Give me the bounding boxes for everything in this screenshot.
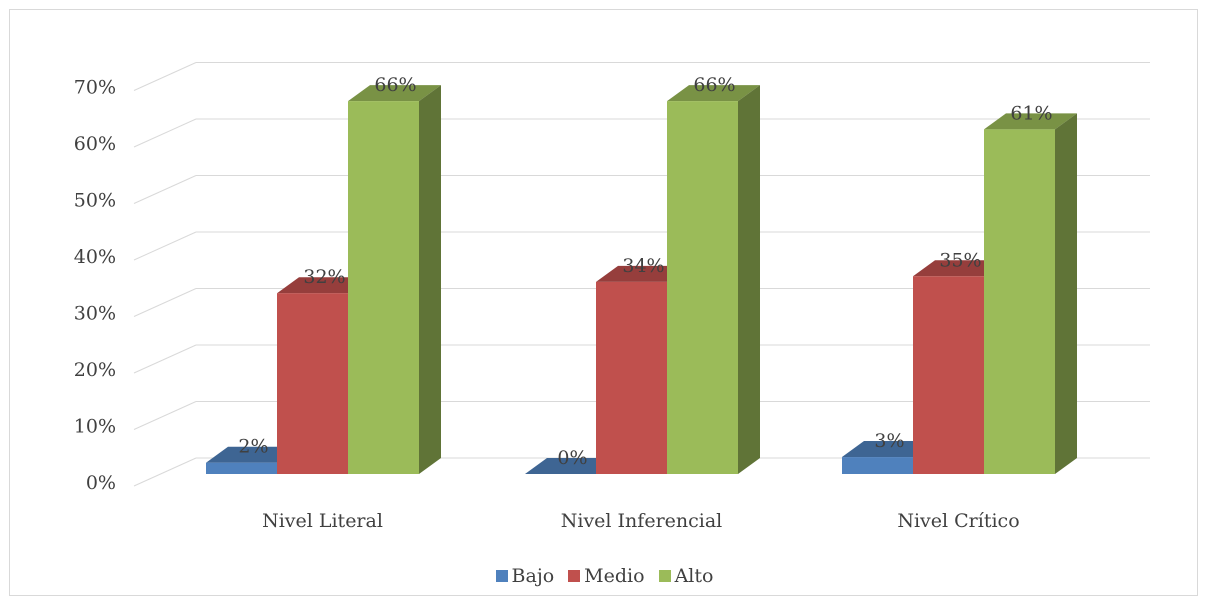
bar-top-alto	[984, 113, 1077, 130]
bar-medio	[277, 293, 348, 474]
legend: Bajo Medio Alto	[0, 565, 1209, 587]
legend-item-bajo: Bajo	[495, 565, 555, 587]
bar-marks	[206, 85, 1077, 474]
data-label: 0%	[557, 447, 587, 469]
legend-item-alto: Alto	[658, 565, 714, 587]
gridline-diagonal	[133, 118, 197, 148]
legend-swatch-medio	[568, 570, 581, 582]
bar-alto	[667, 101, 738, 474]
bar-alto	[348, 101, 419, 474]
bar-alto	[984, 129, 1055, 474]
gridline-diagonal	[133, 62, 197, 91]
data-label: 2%	[238, 436, 268, 458]
bar-top-bajo	[842, 441, 935, 458]
legend-label-medio: Medio	[584, 565, 645, 587]
category-labels: Nivel Literal Nivel Inferencial Nivel Crít…	[262, 510, 1020, 532]
bar-medio	[596, 281, 667, 474]
data-label: 3%	[874, 430, 904, 452]
bar-top-medio	[277, 277, 370, 294]
y-axis-ticks: 0% 10% 20% 30% 40% 50% 60% 70%	[74, 77, 116, 495]
gridline-diagonal	[133, 288, 197, 317]
y-tick-label: 60%	[74, 133, 116, 155]
legend-label-bajo: Bajo	[511, 565, 555, 587]
bar-top-bajo	[525, 458, 618, 474]
bar-medio	[913, 276, 984, 474]
bar-bajo	[842, 457, 913, 474]
bar-top-medio	[596, 265, 689, 282]
legend-item-medio: Medio	[568, 565, 645, 587]
y-tick-label: 40%	[74, 246, 116, 268]
category-label: Nivel Crítico	[897, 510, 1019, 532]
y-tick-label: 10%	[74, 416, 116, 438]
legend-label-alto: Alto	[674, 565, 714, 587]
category-label: Nivel Literal	[262, 510, 383, 532]
legend-swatch-alto	[658, 570, 671, 582]
data-label: 32%	[303, 266, 345, 288]
gridline-diagonal	[133, 231, 197, 261]
y-tick-label: 50%	[74, 190, 116, 212]
bar-top-alto	[348, 85, 441, 102]
gridline-diagonal	[133, 401, 197, 430]
y-tick-label: 20%	[74, 359, 116, 381]
data-label: 66%	[693, 74, 735, 96]
bar-top-bajo	[206, 446, 299, 463]
bar-side-alto	[1055, 113, 1077, 474]
data-labels: 2% 32% 66% 0% 34% 66% 3% 35% 61%	[238, 74, 1052, 469]
data-label: 61%	[1010, 102, 1052, 124]
gridline-diagonal	[133, 175, 197, 204]
category-label: Nivel Inferencial	[561, 510, 723, 532]
data-label: 35%	[939, 249, 981, 271]
y-tick-label: 30%	[74, 303, 116, 325]
bar-bajo	[206, 462, 277, 474]
gridline-diagonal	[133, 457, 197, 487]
y-tick-label: 0%	[86, 472, 116, 494]
legend-swatch-bajo	[495, 570, 508, 582]
bar-side-alto	[419, 85, 441, 474]
data-label: 34%	[622, 255, 664, 277]
bar-side-alto	[738, 85, 760, 474]
bar-top-medio	[913, 260, 1006, 277]
y-tick-label: 70%	[74, 77, 116, 99]
data-label: 66%	[374, 74, 416, 96]
gridline-diagonal	[133, 344, 197, 374]
bar-top-alto	[667, 85, 760, 102]
